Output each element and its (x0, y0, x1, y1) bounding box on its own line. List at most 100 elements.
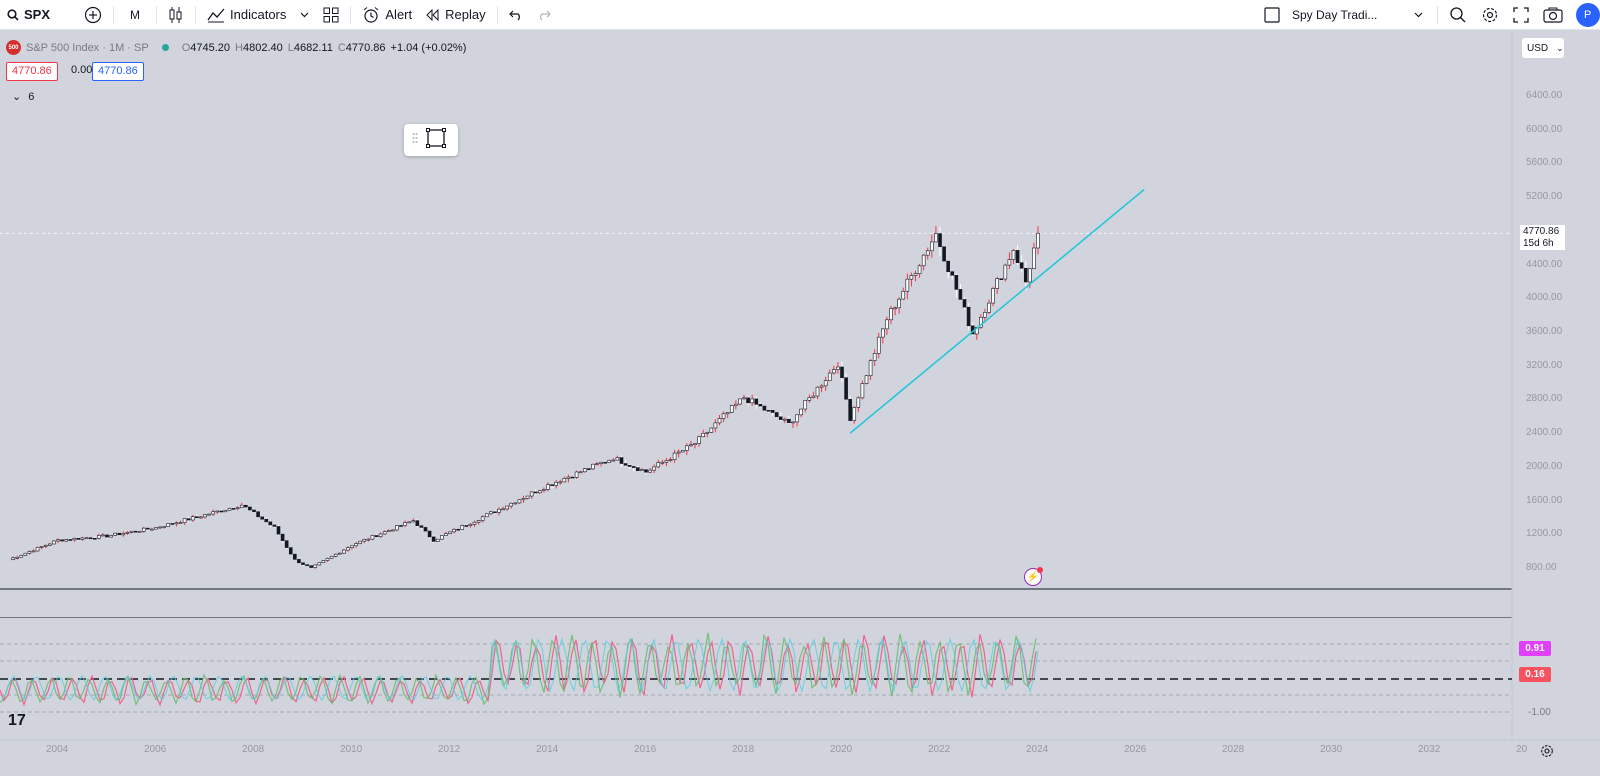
candle-body (321, 560, 326, 563)
avatar[interactable]: P (1576, 3, 1600, 27)
chevron-down-icon (300, 12, 309, 18)
candle-body (190, 516, 195, 521)
drawing-toolbar[interactable] (404, 124, 458, 156)
candle-body (182, 518, 187, 523)
snapshot-button[interactable] (1536, 0, 1570, 30)
candle-body (497, 508, 501, 513)
candle-body (995, 278, 999, 289)
candle-body (378, 533, 383, 537)
candle-body (578, 471, 583, 474)
oscillator-line-b (0, 632, 1037, 707)
alarm-clock-icon (362, 6, 380, 24)
sell-price-box[interactable]: 4770.86 (6, 62, 58, 81)
candle-body (19, 555, 24, 558)
time-tick: 2026 (1124, 744, 1147, 755)
candle-body (521, 498, 526, 501)
candle-body (938, 233, 942, 248)
candle-body (631, 466, 636, 468)
close-value: 4770.86 (345, 41, 386, 54)
last-price-label: 4770.86 15d 6h (1519, 224, 1566, 251)
candle-body (807, 397, 812, 401)
currency-selector[interactable]: USD ⌄ (1522, 38, 1564, 58)
candle-body (448, 531, 452, 534)
legend-open: O4745.20 (181, 41, 231, 54)
candle-body (970, 325, 975, 335)
candle-body (991, 288, 995, 304)
low-value: 4682.11 (293, 41, 333, 54)
candle-body (219, 510, 224, 513)
candle-body (235, 507, 240, 510)
candle-body (440, 535, 444, 540)
candle-body (68, 539, 73, 541)
candle-body (725, 412, 730, 415)
candle-body (60, 539, 64, 542)
redo-button[interactable] (530, 0, 558, 30)
candle-body (558, 481, 563, 484)
candle-body (452, 528, 456, 533)
candle-body (766, 409, 771, 412)
indicators-dropdown[interactable] (293, 0, 316, 30)
indicators-collapse-toggle[interactable]: ⌄ 6 (12, 90, 34, 103)
settings-button[interactable] (1474, 0, 1506, 30)
lightning-event-icon[interactable]: ⚡ (1024, 567, 1043, 586)
candle-body (672, 452, 677, 460)
trend-line (849, 188, 1145, 434)
candle-body (901, 290, 906, 300)
sp500-logo: 500 (6, 40, 21, 55)
candle-body (591, 463, 595, 470)
symbol-legend: 500 S&P 500 Index · 1M · SP O4745.20 H48… (6, 40, 466, 55)
layout-button[interactable] (316, 0, 346, 30)
rectangle-select-icon[interactable] (426, 127, 446, 153)
candle-body (158, 526, 162, 529)
legend-title[interactable]: S&P 500 Index · 1M · SP (26, 41, 149, 54)
candle-body (35, 546, 40, 552)
quick-search-button[interactable] (1442, 0, 1474, 30)
candle-body (897, 298, 901, 309)
price-tick: 5600.00 (1526, 157, 1563, 169)
candle-body (844, 377, 848, 400)
sp500-logo-text: 500 (8, 44, 19, 51)
candle-body (676, 451, 681, 454)
undo-button[interactable] (502, 0, 530, 30)
drag-handle-icon[interactable] (412, 131, 418, 149)
indicators-label: Indicators (230, 7, 287, 22)
chevron-down-icon (1414, 12, 1423, 18)
avatar-initial: P (1584, 9, 1592, 21)
candle-body (934, 233, 938, 243)
candle-body (619, 457, 624, 464)
candle-body (705, 432, 710, 434)
candle-body (517, 499, 522, 504)
candle-body (72, 537, 77, 541)
separator (195, 5, 197, 24)
time-tick: 2014 (536, 744, 559, 755)
chart-type-button[interactable] (161, 0, 191, 30)
indicators-button[interactable]: Indicators (200, 0, 293, 30)
fullscreen-button[interactable] (1506, 0, 1536, 30)
candle-body (774, 412, 779, 418)
candle-body (876, 336, 881, 354)
candle-body (1011, 250, 1016, 260)
candle-body (354, 543, 358, 547)
candle-body (141, 527, 146, 532)
candle-body (603, 461, 607, 464)
top-toolbar: SPX M Indicators (0, 0, 1600, 30)
candle-body (11, 557, 15, 560)
candle-body (668, 459, 673, 461)
alert-button[interactable]: Alert (355, 0, 419, 30)
market-status-dot[interactable] (161, 44, 169, 51)
axis-settings-gear-icon[interactable] (1540, 744, 1554, 763)
candle-body (268, 521, 273, 526)
tradingview-logo[interactable]: 17 (8, 712, 26, 729)
compare-button[interactable] (77, 0, 109, 30)
replay-button[interactable]: Replay (419, 0, 492, 30)
candles-icon (168, 6, 184, 24)
candle-body (644, 469, 648, 473)
legend-high: H4802.40 (235, 41, 283, 54)
interval-button[interactable]: M (118, 0, 152, 30)
buy-price-box[interactable]: 4770.86 (92, 62, 144, 81)
layout-selector[interactable]: Spy Day Tradi... (1254, 7, 1433, 23)
candle-body (750, 398, 754, 404)
symbol-search[interactable]: SPX (0, 0, 57, 30)
